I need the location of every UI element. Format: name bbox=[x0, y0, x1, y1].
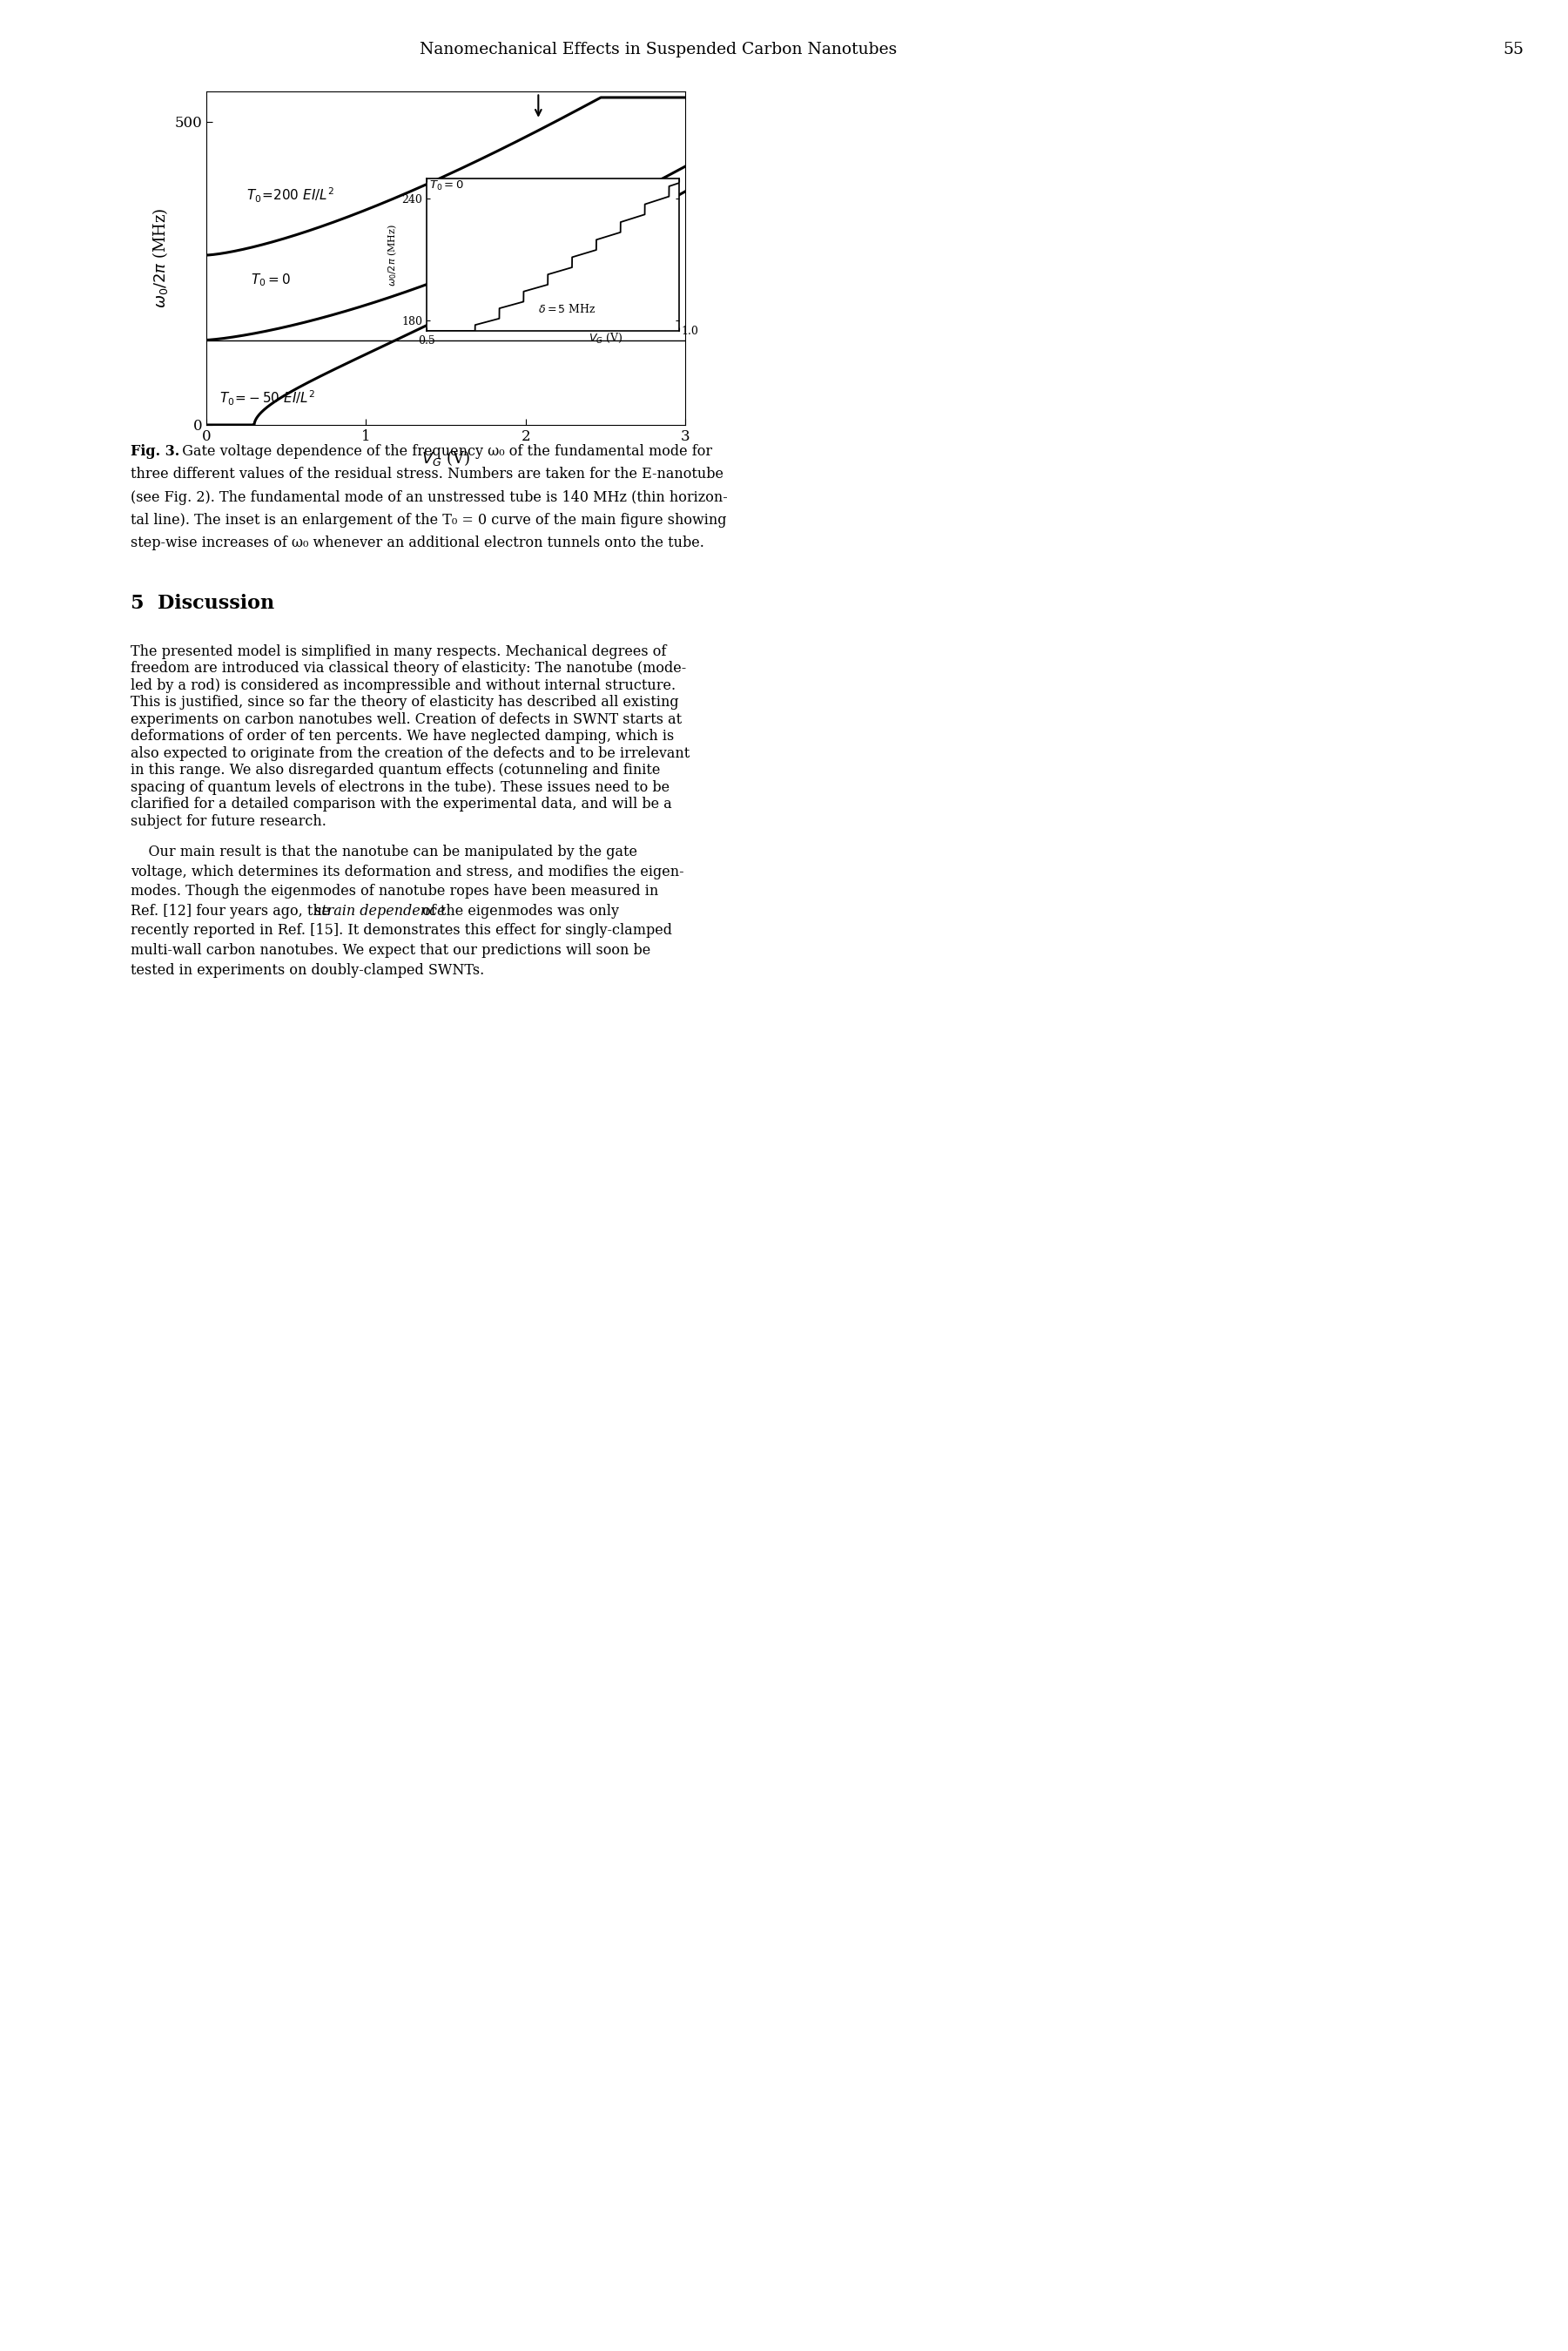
Text: tested in experiments on doubly-clamped SWNTs.: tested in experiments on doubly-clamped … bbox=[130, 962, 485, 978]
Text: This is justified, since so far the theory of elasticity has described all exist: This is justified, since so far the theo… bbox=[130, 696, 679, 710]
Text: recently reported in Ref. [15]. It demonstrates this effect for singly-clamped: recently reported in Ref. [15]. It demon… bbox=[130, 924, 673, 938]
Text: (see Fig. 2). The fundamental mode of an unstressed tube is 140 MHz (thin horizo: (see Fig. 2). The fundamental mode of an… bbox=[130, 489, 728, 505]
Text: Gate voltage dependence of the frequency ω₀ of the fundamental mode for: Gate voltage dependence of the frequency… bbox=[172, 444, 712, 458]
Text: 55: 55 bbox=[1502, 42, 1524, 59]
Text: of the eigenmodes was only: of the eigenmodes was only bbox=[417, 903, 619, 919]
Text: Ref. [12] four years ago, the: Ref. [12] four years ago, the bbox=[130, 903, 334, 919]
Text: freedom are introduced via classical theory of elasticity: The nanotube (mode-: freedom are introduced via classical the… bbox=[130, 661, 687, 677]
Text: $T_0 = 0$: $T_0 = 0$ bbox=[430, 179, 464, 193]
Y-axis label: $\omega_0/2\pi$ (MHz): $\omega_0/2\pi$ (MHz) bbox=[386, 223, 400, 287]
Text: clarified for a detailed comparison with the experimental data, and will be a: clarified for a detailed comparison with… bbox=[130, 797, 673, 811]
Text: 5  Discussion: 5 Discussion bbox=[130, 595, 274, 614]
Text: Fig. 3.: Fig. 3. bbox=[130, 444, 180, 458]
Text: $T_0\!=\!200\ EI/L^2$: $T_0\!=\!200\ EI/L^2$ bbox=[246, 186, 334, 205]
Text: voltage, which determines its deformation and stress, and modifies the eigen-: voltage, which determines its deformatio… bbox=[130, 865, 684, 879]
Text: three different values of the residual stress. Numbers are taken for the E-nanot: three different values of the residual s… bbox=[130, 468, 723, 482]
Text: Our main result is that the nanotube can be manipulated by the gate: Our main result is that the nanotube can… bbox=[130, 844, 637, 860]
Text: Nanomechanical Effects in Suspended Carbon Nanotubes: Nanomechanical Effects in Suspended Carb… bbox=[420, 42, 897, 59]
Text: $T_0 = 0$: $T_0 = 0$ bbox=[251, 273, 292, 289]
Text: also expected to originate from the creation of the defects and to be irrelevant: also expected to originate from the crea… bbox=[130, 745, 690, 762]
Text: subject for future research.: subject for future research. bbox=[130, 813, 326, 828]
Text: experiments on carbon nanotubes well. Creation of defects in SWNT starts at: experiments on carbon nanotubes well. Cr… bbox=[130, 712, 682, 726]
Text: The presented model is simplified in many respects. Mechanical degrees of: The presented model is simplified in man… bbox=[130, 644, 666, 658]
Text: $T_0\!=\!-50\ EI/L^2$: $T_0\!=\!-50\ EI/L^2$ bbox=[220, 390, 315, 407]
Text: deformations of order of ten percents. We have neglected damping, which is: deformations of order of ten percents. W… bbox=[130, 729, 674, 743]
Text: tal line). The inset is an enlargement of the T₀ = 0 curve of the main figure sh: tal line). The inset is an enlargement o… bbox=[130, 513, 726, 527]
Y-axis label: $\omega_0/2\pi$ (MHz): $\omega_0/2\pi$ (MHz) bbox=[151, 207, 169, 308]
Text: $\delta = 5$ MHz: $\delta = 5$ MHz bbox=[538, 303, 596, 315]
Text: $V_G$ (V): $V_G$ (V) bbox=[588, 331, 622, 346]
X-axis label: $V_G$ (V): $V_G$ (V) bbox=[422, 449, 470, 468]
Text: strain dependence: strain dependence bbox=[314, 903, 445, 919]
Text: multi-wall carbon nanotubes. We expect that our predictions will soon be: multi-wall carbon nanotubes. We expect t… bbox=[130, 943, 651, 957]
Text: 1.0: 1.0 bbox=[682, 324, 699, 336]
Text: spacing of quantum levels of electrons in the tube). These issues need to be: spacing of quantum levels of electrons i… bbox=[130, 781, 670, 795]
Text: in this range. We also disregarded quantum effects (cotunneling and finite: in this range. We also disregarded quant… bbox=[130, 764, 660, 778]
Text: modes. Though the eigenmodes of nanotube ropes have been measured in: modes. Though the eigenmodes of nanotube… bbox=[130, 884, 659, 898]
Text: led by a rod) is considered as incompressible and without internal structure.: led by a rod) is considered as incompres… bbox=[130, 677, 676, 694]
Text: step-wise increases of ω₀ whenever an additional electron tunnels onto the tube.: step-wise increases of ω₀ whenever an ad… bbox=[130, 536, 704, 550]
